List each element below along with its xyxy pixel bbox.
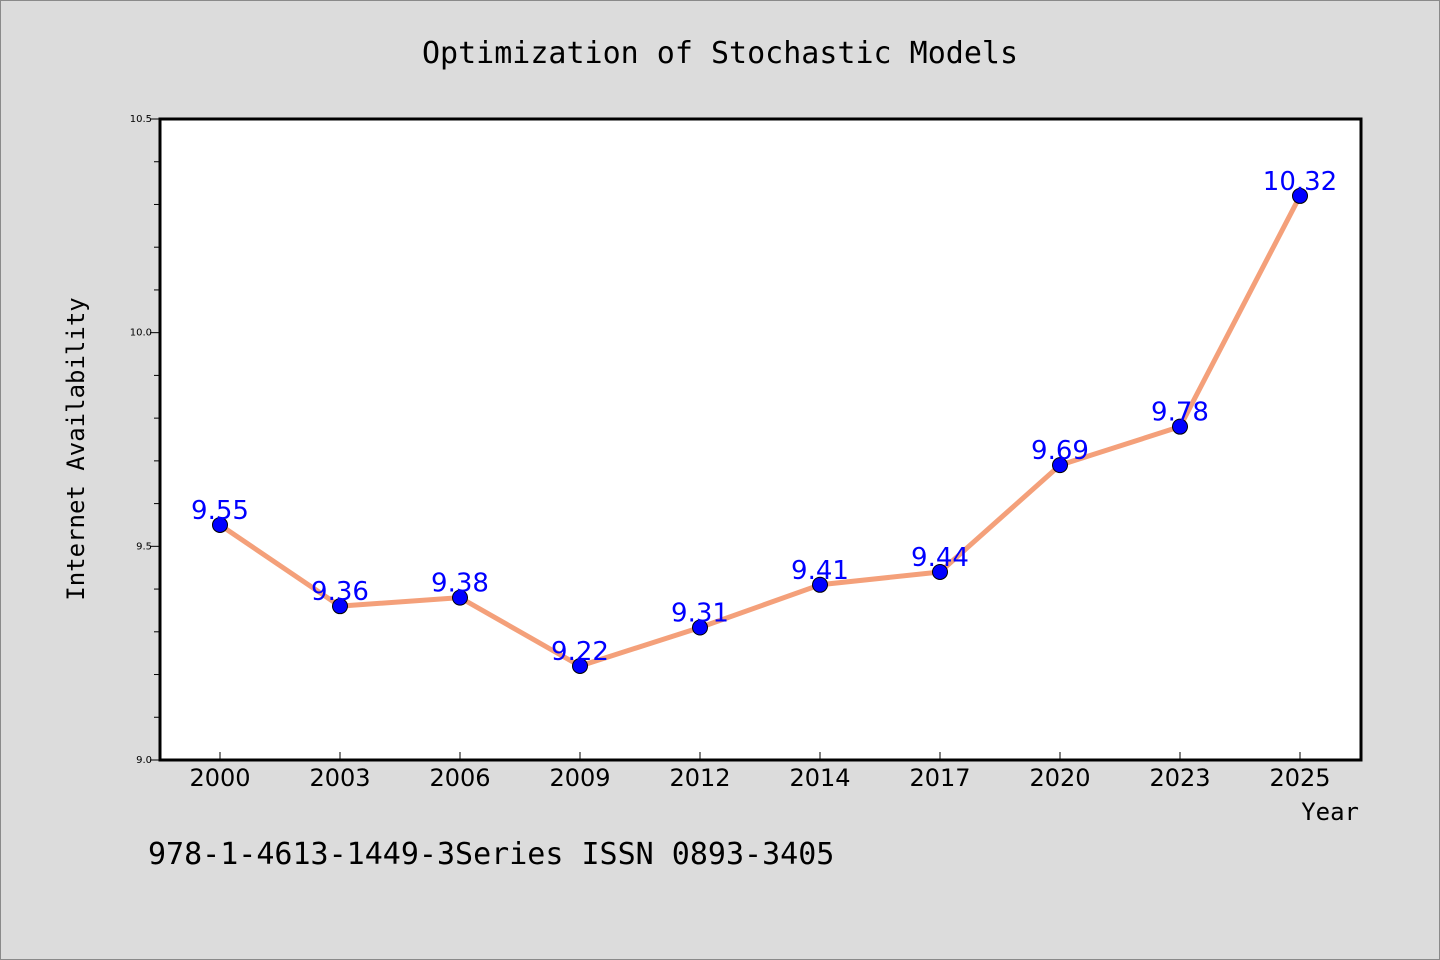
data-label: 9.31 [671, 599, 729, 629]
chart-title: Optimization of Stochastic Models [422, 36, 1018, 71]
x-tick-label: 2000 [189, 764, 250, 792]
data-labels: 9.55 9.36 9.38 9.22 9.31 9.41 9.44 9.69 9.78 10.3… [191, 167, 1337, 667]
x-axis: 2000 2003 2006 2009 2012 2014 2017 2020 2023 2025 [189, 752, 1331, 792]
y-tick-label: 10.5 [130, 114, 152, 125]
y-tick-label: 9.0 [136, 755, 152, 766]
data-label: 10.32 [1263, 167, 1337, 197]
x-tick-label: 2003 [309, 764, 370, 792]
data-point [1172, 418, 1188, 435]
data-label: 9.41 [791, 556, 849, 586]
data-label: 9.78 [1151, 398, 1209, 428]
y-axis: 9.0 9.5 10.0 10.5 [130, 114, 160, 766]
data-point [452, 589, 468, 606]
data-label: 9.69 [1031, 436, 1089, 466]
data-label: 9.36 [311, 577, 369, 607]
data-point [212, 516, 228, 533]
x-tick-label: 2017 [909, 764, 970, 792]
data-label: 9.55 [191, 496, 249, 526]
y-tick-label: 10.0 [130, 328, 152, 339]
x-tick-label: 2006 [429, 764, 490, 792]
x-tick-label: 2025 [1269, 764, 1330, 792]
x-axis-label: Year [1301, 798, 1359, 826]
x-tick-label: 2014 [789, 764, 850, 792]
data-point [1052, 457, 1068, 474]
data-label: 9.44 [911, 543, 969, 573]
data-point [572, 657, 588, 674]
data-point [932, 563, 948, 580]
data-point [1292, 187, 1308, 204]
data-point [332, 598, 348, 615]
y-axis-label: Internet Availability [62, 297, 90, 600]
plot-area [158, 117, 1363, 762]
x-tick-label: 2012 [669, 764, 730, 792]
data-point [812, 576, 828, 593]
data-label: 9.22 [551, 637, 609, 667]
data-point [692, 619, 708, 636]
x-tick-label: 2020 [1029, 764, 1090, 792]
series-line [218, 194, 1303, 669]
footer-text: 978-1-4613-1449-3Series ISSN 0893-3405 [148, 837, 834, 872]
x-tick-label: 2023 [1149, 764, 1210, 792]
data-label: 9.38 [431, 569, 489, 599]
y-tick-label: 9.5 [136, 541, 152, 552]
series-markers [212, 187, 1308, 674]
x-tick-label: 2009 [549, 764, 610, 792]
